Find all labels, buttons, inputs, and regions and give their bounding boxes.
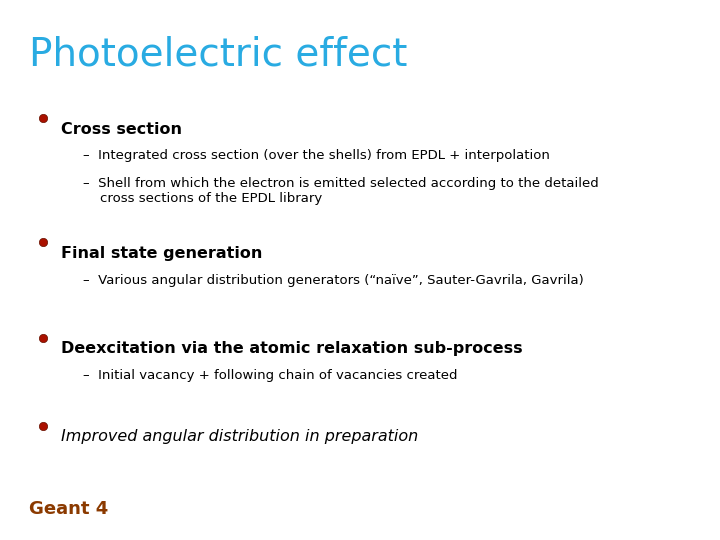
Text: Geant 4: Geant 4 (29, 501, 108, 518)
Text: –  Various angular distribution generators (“naïve”, Sauter-Gavrila, Gavrila): – Various angular distribution generator… (83, 274, 583, 287)
Text: Deexcitation via the atomic relaxation sub-process: Deexcitation via the atomic relaxation s… (61, 341, 523, 356)
Text: –  Integrated cross section (over the shells) from EPDL + interpolation: – Integrated cross section (over the she… (83, 149, 549, 162)
Text: Cross section: Cross section (61, 122, 182, 137)
Text: –  Shell from which the electron is emitted selected according to the detailed
 : – Shell from which the electron is emitt… (83, 177, 598, 205)
Text: Final state generation: Final state generation (61, 246, 263, 261)
Text: –  Initial vacancy + following chain of vacancies created: – Initial vacancy + following chain of v… (83, 369, 457, 382)
Text: Improved angular distribution in preparation: Improved angular distribution in prepara… (61, 429, 418, 444)
Text: Photoelectric effect: Photoelectric effect (29, 35, 408, 73)
